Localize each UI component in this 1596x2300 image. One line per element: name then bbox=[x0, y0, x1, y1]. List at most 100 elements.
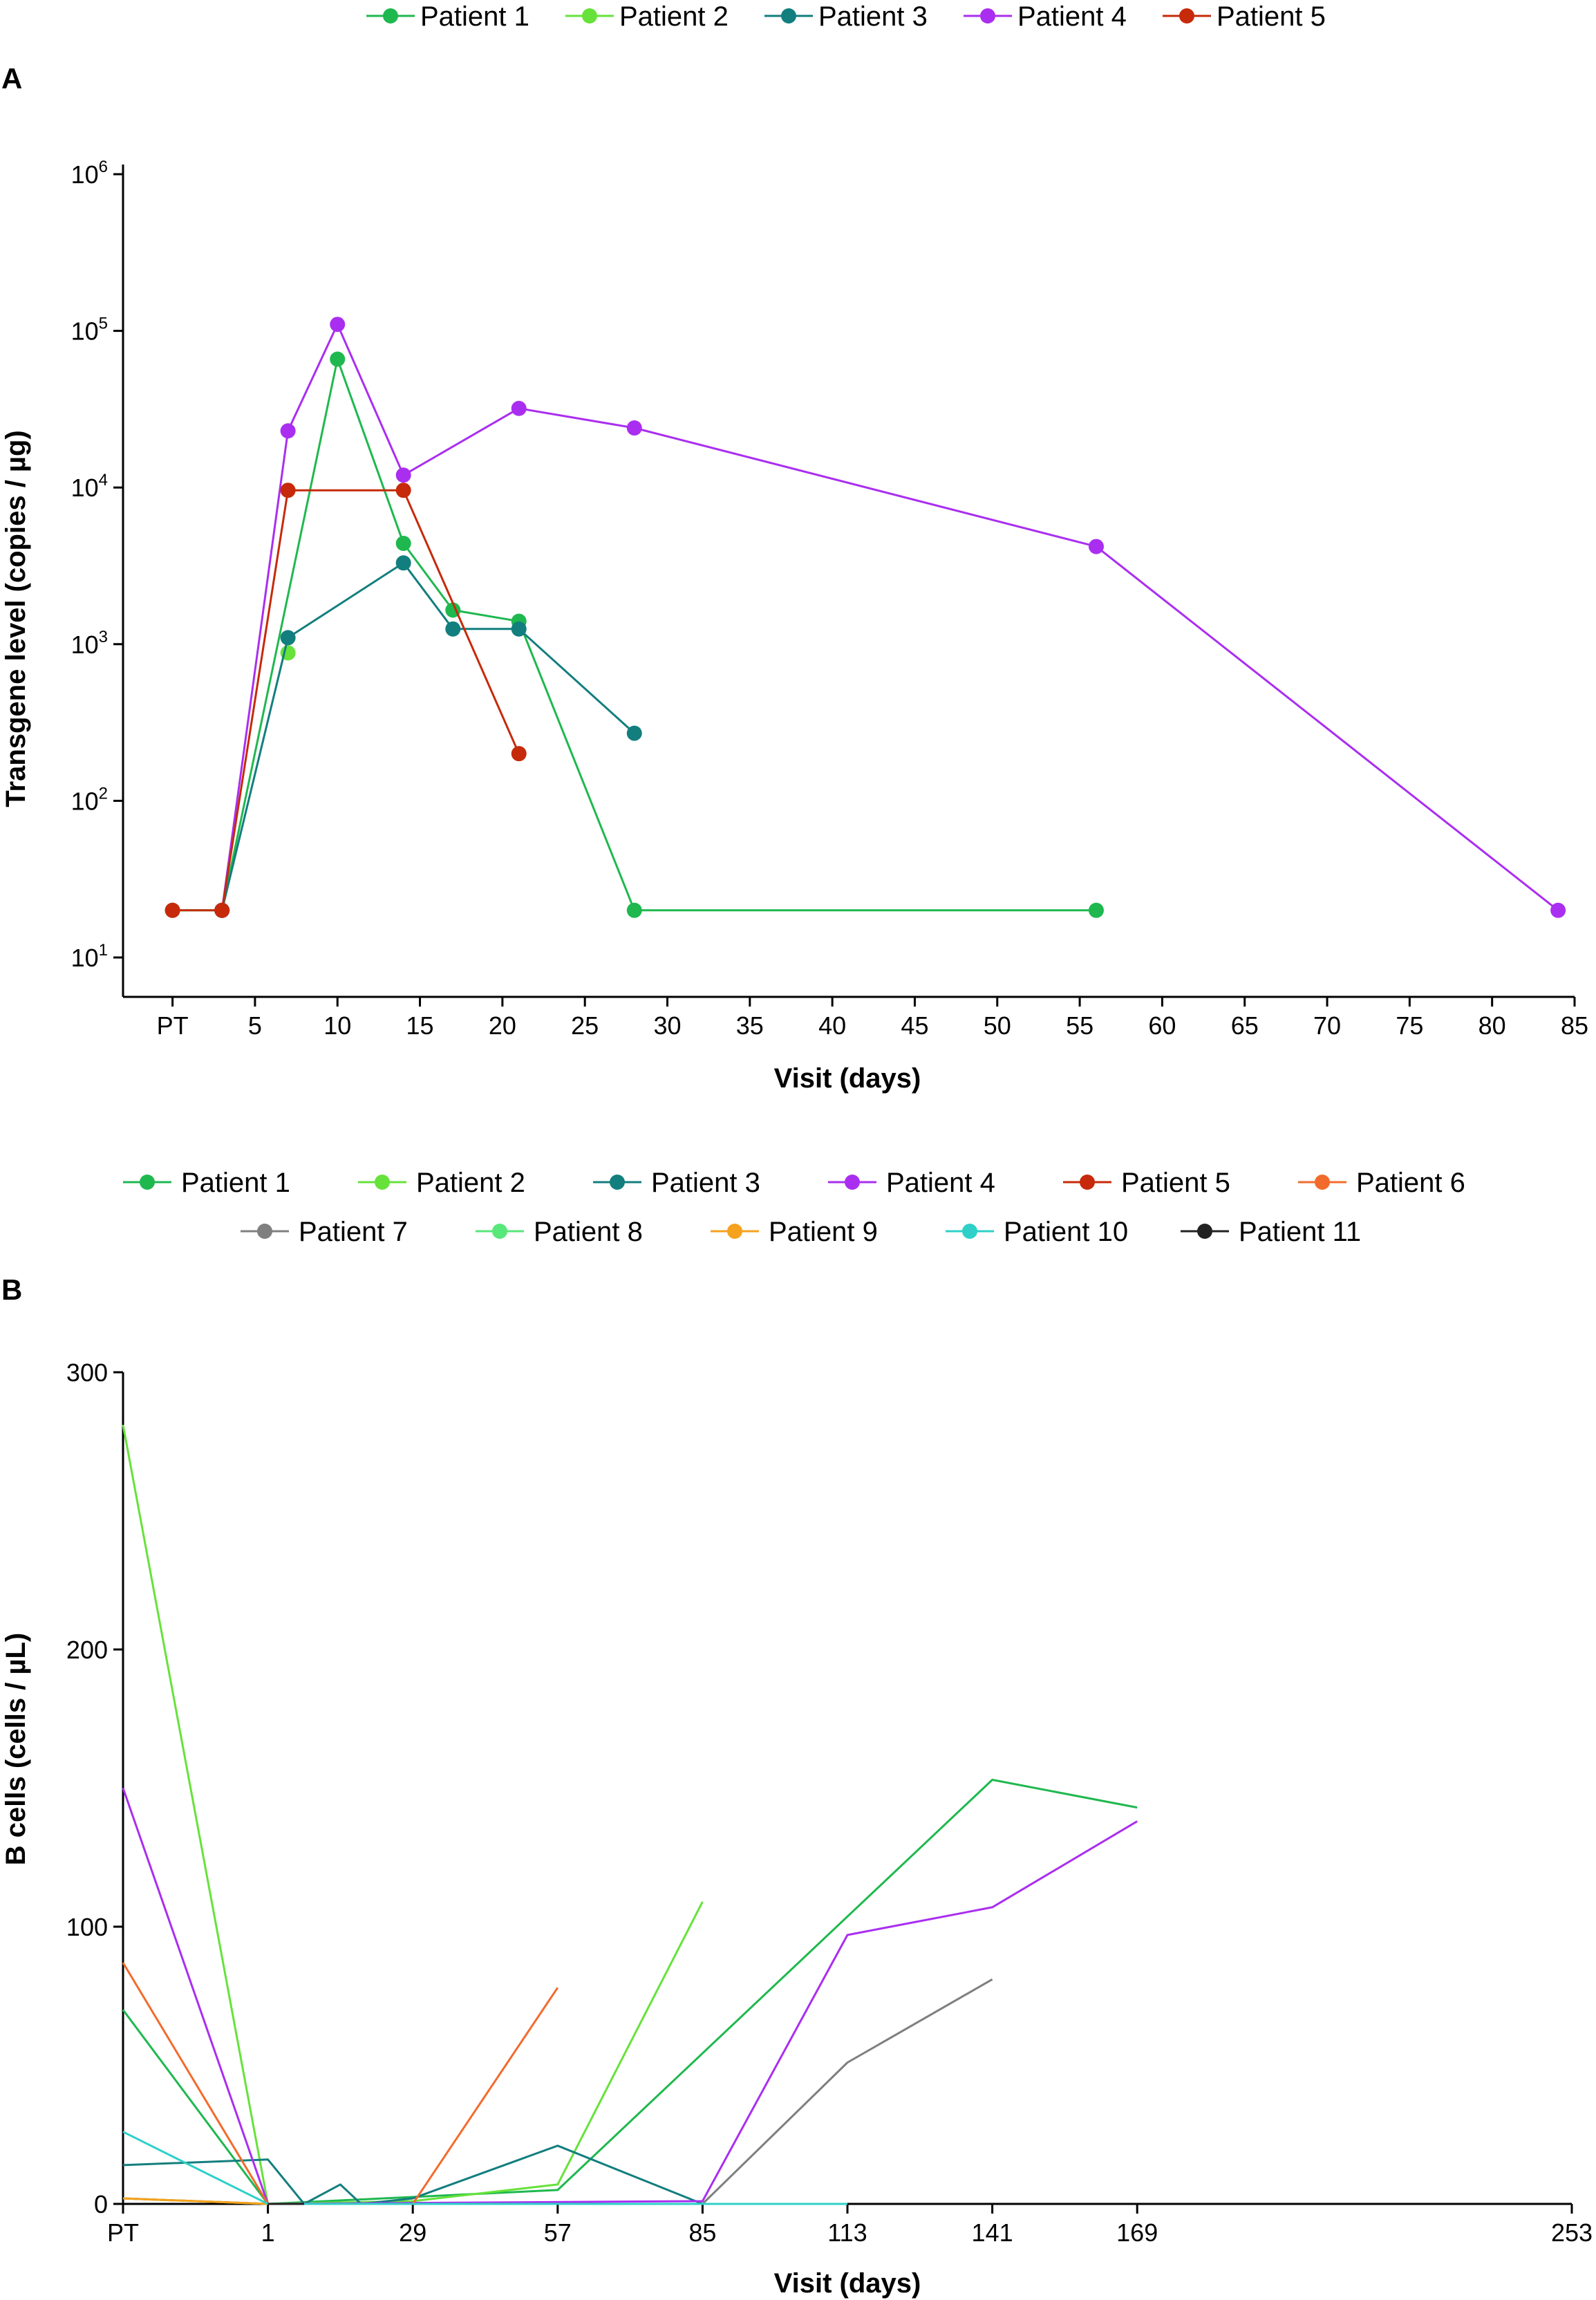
x-tick-label-a: 75 bbox=[1396, 1011, 1423, 1040]
legend-marker-b-patient-9 bbox=[727, 1224, 742, 1239]
data-point-a-patient-3 bbox=[626, 725, 642, 741]
y-axis-label-b: B cells (cells / µL) bbox=[1, 1633, 31, 1866]
legend-marker-b-patient-7 bbox=[257, 1224, 272, 1239]
y-tick-label-a: 103 bbox=[71, 628, 108, 659]
legend-panel-b: Patient 1 Patient 2 Patient 3 Patient 4 Pati… bbox=[123, 1168, 1465, 1247]
plot-panel-a: PT 5 10 15 20 25 30 35 40 45 50 55 60 65 70 75 80 85 101 10… bbox=[71, 158, 1588, 1040]
legend-panel-a: Patient 1 Patient 2 Patient 3 Patient 4 Pati… bbox=[366, 1, 1326, 32]
x-tick-label-a: 70 bbox=[1313, 1011, 1341, 1040]
legend-marker-b-patient-3 bbox=[610, 1175, 625, 1190]
series-line-a-patient-3 bbox=[220, 561, 635, 911]
data-point-a-patient-1 bbox=[626, 902, 642, 918]
legend-marker-b-patient-4 bbox=[845, 1175, 860, 1190]
legend-label-b-patient-7: Patient 7 bbox=[299, 1217, 408, 1247]
legend-label-a-patient-5: Patient 5 bbox=[1217, 1, 1326, 32]
x-tick-label-a: 65 bbox=[1231, 1011, 1259, 1040]
legend-marker-a-patient-4 bbox=[980, 8, 995, 24]
legend-marker-b-patient-5 bbox=[1080, 1175, 1095, 1190]
y-tick-label-a: 106 bbox=[71, 158, 108, 189]
panel-label-a: A bbox=[1, 62, 22, 95]
data-point-a-patient-4 bbox=[626, 420, 642, 436]
y-tick-label-b: 0 bbox=[94, 2190, 108, 2218]
x-tick-label-b: 113 bbox=[827, 2218, 867, 2247]
legend-marker-a-patient-3 bbox=[781, 8, 796, 24]
series-line-b-patient-4 bbox=[122, 1788, 1138, 2205]
x-tick-label-a: 50 bbox=[984, 1011, 1011, 1040]
y-tick-label-a: 104 bbox=[71, 471, 108, 502]
x-tick-label-b: PT bbox=[107, 2218, 139, 2247]
x-tick-label-b: 141 bbox=[972, 2218, 1013, 2247]
x-axis-label-a: Visit (days) bbox=[774, 1063, 921, 1094]
x-tick-label-b: 1 bbox=[261, 2218, 275, 2247]
legend-marker-b-patient-8 bbox=[492, 1224, 507, 1239]
plot-panel-b: PT 1 29 57 85 113 141 169 253 0 100 200 300 bbox=[66, 1358, 1593, 2247]
x-tick-label-a: 10 bbox=[323, 1011, 351, 1040]
series-line-b-patient-2 bbox=[122, 1424, 704, 2205]
x-tick-label-a: 60 bbox=[1148, 1011, 1176, 1040]
x-tick-label-b: 29 bbox=[399, 2218, 426, 2247]
series-line-a-patient-5 bbox=[172, 489, 520, 912]
legend-label-a-patient-1: Patient 1 bbox=[420, 1, 529, 32]
legend-marker-b-patient-6 bbox=[1315, 1175, 1330, 1190]
x-tick-label-a: 55 bbox=[1066, 1011, 1093, 1040]
x-tick-label-b: 169 bbox=[1116, 2218, 1158, 2247]
data-point-a-patient-4 bbox=[395, 467, 411, 483]
legend-label-b-patient-8: Patient 8 bbox=[534, 1217, 643, 1247]
legend-label-b-patient-6: Patient 6 bbox=[1356, 1168, 1465, 1198]
x-tick-label-a: 20 bbox=[489, 1011, 516, 1040]
y-tick-label-b: 300 bbox=[66, 1358, 108, 1387]
data-point-a-patient-4 bbox=[511, 400, 527, 416]
series-line-b-patient-9 bbox=[122, 2197, 268, 2205]
legend-label-b-patient-4: Patient 4 bbox=[886, 1168, 995, 1198]
legend-label-b-patient-11: Patient 11 bbox=[1239, 1217, 1361, 1247]
data-point-a-patient-4 bbox=[330, 317, 346, 333]
data-point-a-patient-3 bbox=[280, 630, 296, 646]
y-tick-label-b: 100 bbox=[66, 1913, 108, 1941]
legend-label-b-patient-10: Patient 10 bbox=[1004, 1217, 1128, 1247]
x-tick-label-a: PT bbox=[157, 1011, 189, 1040]
x-tick-label-a: 40 bbox=[818, 1011, 846, 1040]
legend-marker-b-patient-2 bbox=[375, 1175, 390, 1190]
series-line-b-patient-6 bbox=[122, 1962, 559, 2205]
legend-label-b-patient-3: Patient 3 bbox=[651, 1168, 760, 1198]
x-tick-label-b: 253 bbox=[1551, 2218, 1593, 2247]
panel-label-b: B bbox=[1, 1273, 22, 1306]
y-tick-label-a: 105 bbox=[71, 315, 108, 346]
data-point-a-patient-3 bbox=[395, 555, 411, 571]
legend-label-b-patient-9: Patient 9 bbox=[769, 1217, 878, 1247]
series-line-b-patient-1 bbox=[122, 1779, 1138, 2205]
data-point-a-patient-1 bbox=[1088, 902, 1104, 918]
series-line-a-patient-1 bbox=[172, 358, 1096, 912]
data-point-a-patient-3 bbox=[445, 621, 461, 637]
series-line-b-patient-3 bbox=[122, 2144, 703, 2205]
x-tick-label-a: 80 bbox=[1478, 1011, 1506, 1040]
x-tick-label-a: 85 bbox=[1561, 1011, 1588, 1040]
data-point-a-patient-4 bbox=[280, 423, 296, 439]
series-line-a-patient-4 bbox=[220, 323, 1559, 911]
x-tick-label-a: 45 bbox=[901, 1011, 928, 1040]
y-tick-label-a: 102 bbox=[71, 784, 108, 815]
series-line-b-patient-7 bbox=[702, 1978, 993, 2205]
legend-marker-b-patient-10 bbox=[962, 1224, 977, 1239]
data-point-a-patient-3 bbox=[511, 621, 527, 637]
legend-label-b-patient-1: Patient 1 bbox=[181, 1168, 290, 1198]
x-axis-label-b: Visit (days) bbox=[774, 2268, 921, 2299]
legend-label-a-patient-3: Patient 3 bbox=[818, 1, 928, 32]
data-point-a-patient-1 bbox=[330, 351, 346, 367]
x-tick-label-b: 85 bbox=[688, 2218, 716, 2247]
x-tick-label-b: 57 bbox=[544, 2218, 572, 2247]
x-tick-label-a: 25 bbox=[571, 1011, 599, 1040]
y-tick-label-b: 200 bbox=[66, 1636, 108, 1664]
legend-label-b-patient-2: Patient 2 bbox=[416, 1168, 525, 1198]
y-axis-label-a: Transgene level (copies / µg) bbox=[1, 430, 31, 807]
data-point-a-patient-4 bbox=[1088, 539, 1104, 554]
legend-marker-a-patient-5 bbox=[1179, 8, 1194, 24]
x-tick-label-a: 35 bbox=[736, 1011, 764, 1040]
x-tick-label-a: 15 bbox=[406, 1011, 434, 1040]
legend-marker-b-patient-11 bbox=[1197, 1224, 1212, 1239]
legend-marker-b-patient-1 bbox=[140, 1175, 155, 1190]
legend-label-a-patient-4: Patient 4 bbox=[1017, 1, 1127, 32]
data-point-a-patient-5 bbox=[280, 483, 296, 498]
x-tick-label-a: 5 bbox=[248, 1011, 262, 1040]
